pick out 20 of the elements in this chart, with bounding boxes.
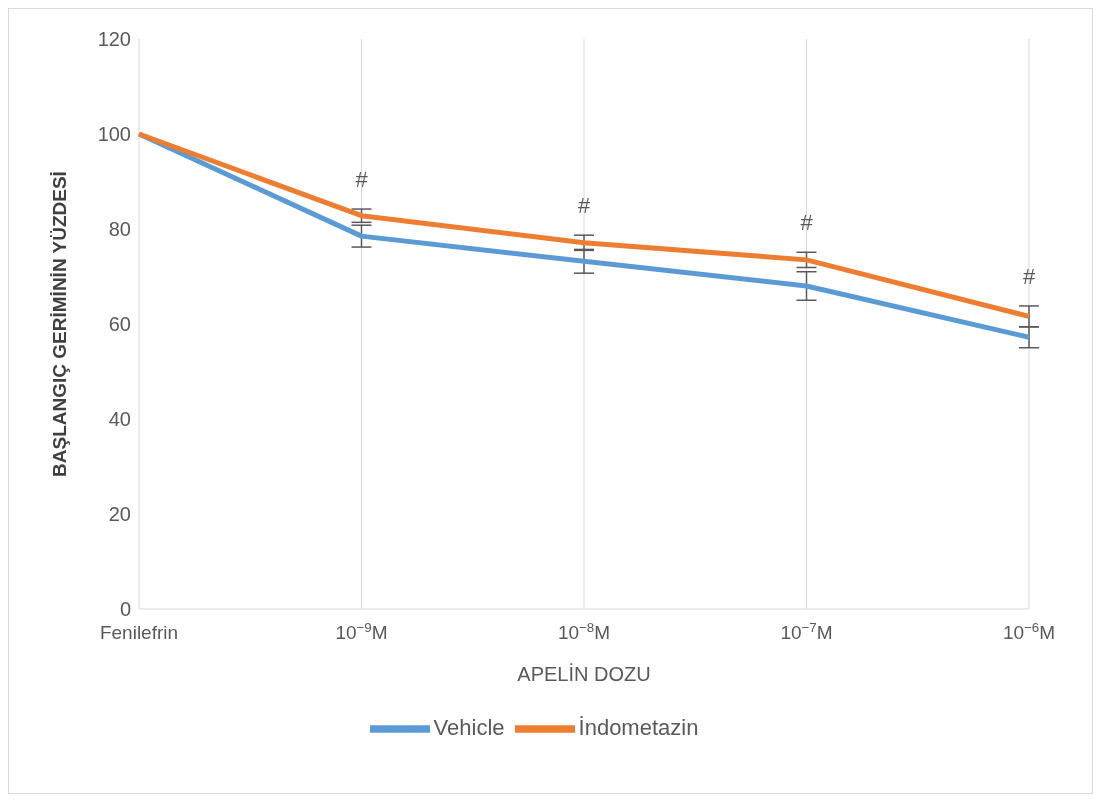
legend-label: Vehicle <box>433 714 505 740</box>
x-tick-label: Fenilefrin <box>99 622 179 643</box>
annotation: # <box>1022 263 1036 289</box>
annotation: # <box>355 167 369 193</box>
x-tick-label: 10$^{−9}$M <box>335 619 388 643</box>
y-tick-label: 60 <box>108 313 131 336</box>
annotation: # <box>577 193 591 219</box>
legend-label: İndometazin <box>578 714 699 740</box>
y-tick-label: 20 <box>108 503 131 526</box>
x-tick-label: 10$^{−7}$M <box>780 619 833 643</box>
annotation: # <box>800 210 814 236</box>
y-tick-label: 80 <box>108 218 131 241</box>
x-tick-label: 10$^{−8}$M <box>557 619 611 643</box>
x-axis-title: APELİN DOZU <box>517 663 651 685</box>
y-axis-title: BAŞLANGIÇ GERİMİNİN YÜZDESİ <box>48 171 70 477</box>
x-tick-label: 10$^{−6}$M <box>1002 619 1056 643</box>
y-tick-label: 40 <box>108 408 131 431</box>
y-tick-label: 120 <box>97 28 131 51</box>
y-tick-label: 0 <box>119 598 131 621</box>
y-tick-label: 100 <box>97 123 131 146</box>
